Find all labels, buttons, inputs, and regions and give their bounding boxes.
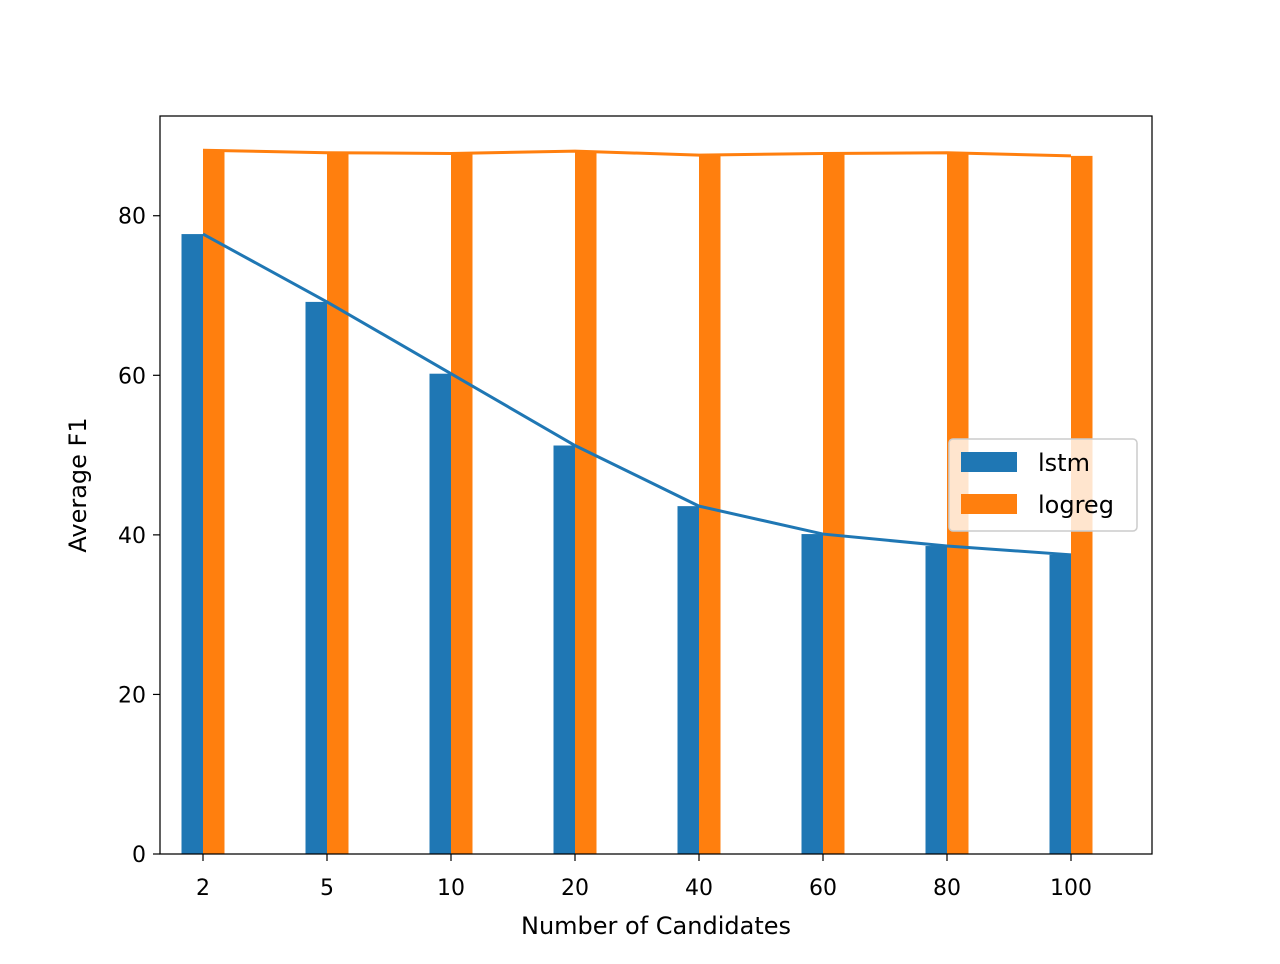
bar-lstm-40	[677, 506, 699, 854]
legend-label-lstm: lstm	[1038, 449, 1090, 477]
y-axis: 0 20 40 60 80	[118, 205, 160, 868]
x-axis: 2 5 10 20 40 60 80 100	[196, 854, 1092, 901]
x-tick-label: 20	[561, 876, 589, 901]
legend-swatch-logreg	[961, 494, 1017, 514]
bar-lstm-5	[305, 301, 327, 854]
x-tick-label: 10	[437, 876, 465, 901]
x-axis-label: Number of Candidates	[521, 912, 791, 940]
y-tick-label: 0	[132, 843, 146, 868]
bar-logreg-20	[575, 151, 597, 854]
bar-logreg-10	[451, 153, 473, 854]
x-tick-label: 100	[1050, 876, 1092, 901]
legend-label-logreg: logreg	[1038, 491, 1114, 519]
legend: lstm logreg	[948, 438, 1138, 532]
x-tick-label: 2	[196, 876, 210, 901]
lines-layer	[202, 148, 1072, 557]
y-tick-label: 20	[118, 683, 146, 708]
x-tick-label: 80	[933, 876, 961, 901]
y-tick-label: 80	[118, 205, 146, 230]
bar-logreg-2	[203, 150, 225, 855]
series-line-logreg	[202, 148, 1072, 158]
x-tick-label: 60	[809, 876, 837, 901]
y-tick-label: 40	[118, 524, 146, 549]
bar-lstm-80	[925, 546, 947, 854]
y-tick-label: 60	[118, 364, 146, 389]
legend-swatch-lstm	[961, 452, 1017, 472]
y-axis-label: Average F1	[64, 417, 92, 552]
x-tick-label: 5	[320, 876, 334, 901]
bars-layer	[181, 150, 1093, 855]
bar-logreg-5	[327, 152, 349, 854]
plot-frame	[159, 115, 1153, 855]
bar-logreg-60	[823, 153, 845, 854]
bar-lstm-10	[429, 373, 451, 854]
bar-lstm-60	[801, 534, 823, 854]
bar-lstm-2	[181, 234, 203, 854]
x-tick-label: 40	[685, 876, 713, 901]
bar-lstm-20	[553, 445, 575, 854]
bar-lstm-100	[1049, 554, 1071, 854]
bar-logreg-40	[699, 155, 721, 854]
series-line-lstm	[202, 232, 1072, 557]
